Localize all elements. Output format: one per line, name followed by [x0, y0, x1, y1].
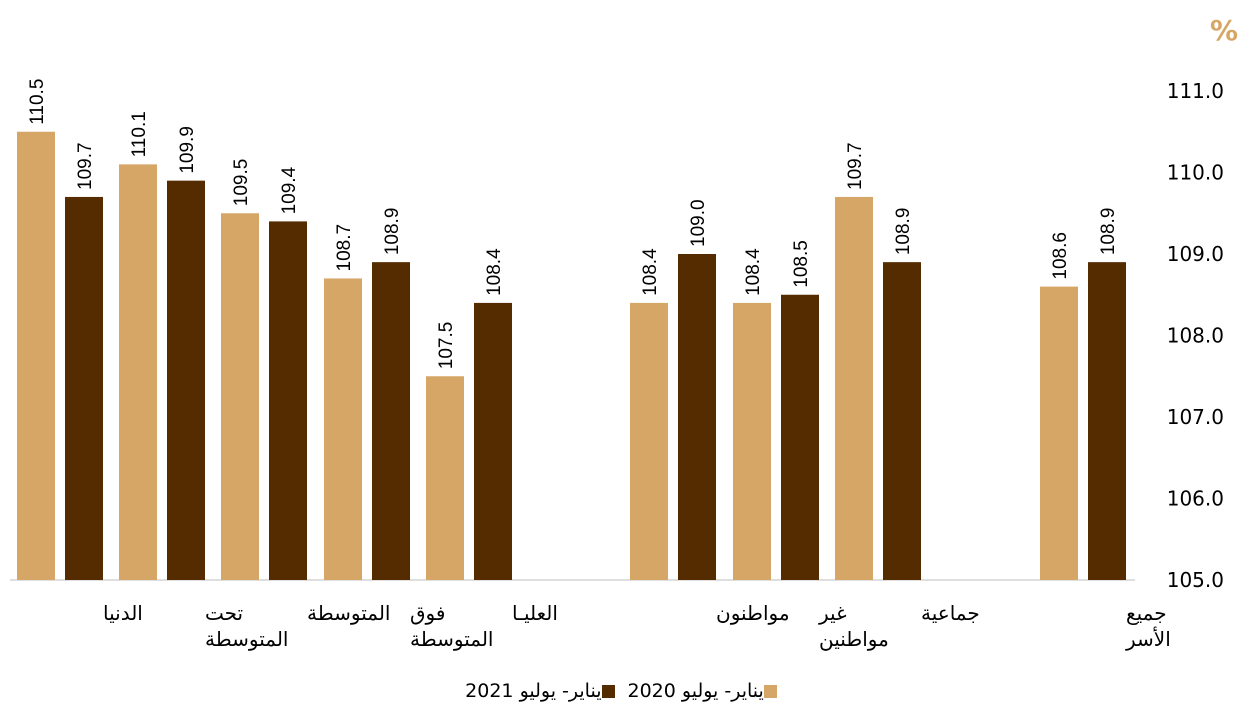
data-label: 109.7	[75, 142, 96, 190]
bar	[630, 302, 668, 580]
data-label: 108.6	[1050, 232, 1071, 280]
category-label: جماعية	[921, 601, 980, 625]
y-tick-label: 110.0	[1167, 161, 1224, 185]
bar	[269, 221, 307, 580]
bar	[372, 262, 410, 580]
category-label: مواطنون	[716, 601, 790, 625]
bar	[167, 180, 205, 580]
data-label: 109.4	[279, 166, 300, 214]
data-labels: 110.5 109.7 110.1 109.9 109.5 109.4 108.7 108.9…	[27, 79, 1119, 370]
y-tick-label: 109.0	[1167, 242, 1224, 266]
category-label: فوق المتوسطة	[410, 601, 493, 651]
bar	[733, 302, 771, 580]
data-label: 110.5	[27, 79, 48, 125]
data-label: 108.4	[640, 248, 661, 296]
bar	[781, 294, 819, 580]
y-tick-label: 111.0	[1167, 79, 1224, 103]
legend-label-2020: يناير- يوليو 2020	[627, 680, 764, 702]
bar	[1040, 286, 1078, 580]
bar	[65, 196, 103, 580]
bar	[221, 213, 259, 580]
data-label: 108.9	[893, 208, 914, 256]
data-label: 109.5	[231, 159, 252, 207]
legend: يناير- يوليو 2020 يناير- يوليو 2021	[0, 680, 1245, 702]
bar	[119, 164, 157, 580]
bar	[835, 196, 873, 580]
legend-item-2021: يناير- يوليو 2021	[465, 680, 617, 702]
legend-swatch-2020	[763, 684, 777, 698]
y-tick-label: 106.0	[1167, 487, 1224, 511]
y-tick-label: 105.0	[1167, 568, 1224, 592]
legend-swatch-2021	[601, 684, 615, 698]
category-label: العليـا	[512, 601, 558, 625]
category-label: الدنيا	[103, 601, 143, 625]
bars	[17, 131, 1126, 580]
data-label: 109.9	[177, 126, 198, 174]
bar	[474, 302, 512, 580]
bar	[426, 376, 464, 580]
data-label: 108.5	[791, 240, 812, 288]
data-label: 108.4	[743, 248, 764, 296]
category-label: جميع الأسر	[1125, 601, 1171, 651]
data-label: 108.9	[382, 208, 403, 256]
legend-label-2021: يناير- يوليو 2021	[465, 680, 602, 702]
category-label: تحت المتوسطة	[205, 601, 288, 651]
bar	[883, 262, 921, 580]
data-label: 109.0	[688, 199, 709, 247]
data-label: 110.1	[129, 111, 150, 157]
category-label: غير مواطنين	[818, 601, 889, 651]
category-label: المتوسطة	[307, 601, 390, 625]
category-labels: الدنيا تحت المتوسطة المتوسطة فوق المتوسطة العل…	[103, 601, 1171, 651]
data-label: 107.5	[436, 322, 457, 370]
bar	[678, 254, 716, 580]
data-label: 108.7	[334, 224, 355, 272]
y-axis: 105.0 106.0 107.0 108.0 109.0 110.0 111.0	[1167, 79, 1224, 592]
data-label: 108.9	[1098, 208, 1119, 256]
bar	[1088, 262, 1126, 580]
legend-item-2020: يناير- يوليو 2020	[628, 680, 780, 702]
y-tick-label: 107.0	[1167, 405, 1224, 429]
bar	[17, 131, 55, 580]
y-tick-label: 108.0	[1167, 324, 1224, 348]
data-label: 109.7	[845, 142, 866, 190]
unit-label: %	[1210, 14, 1238, 47]
data-label: 108.4	[484, 248, 505, 296]
bar	[324, 278, 362, 580]
